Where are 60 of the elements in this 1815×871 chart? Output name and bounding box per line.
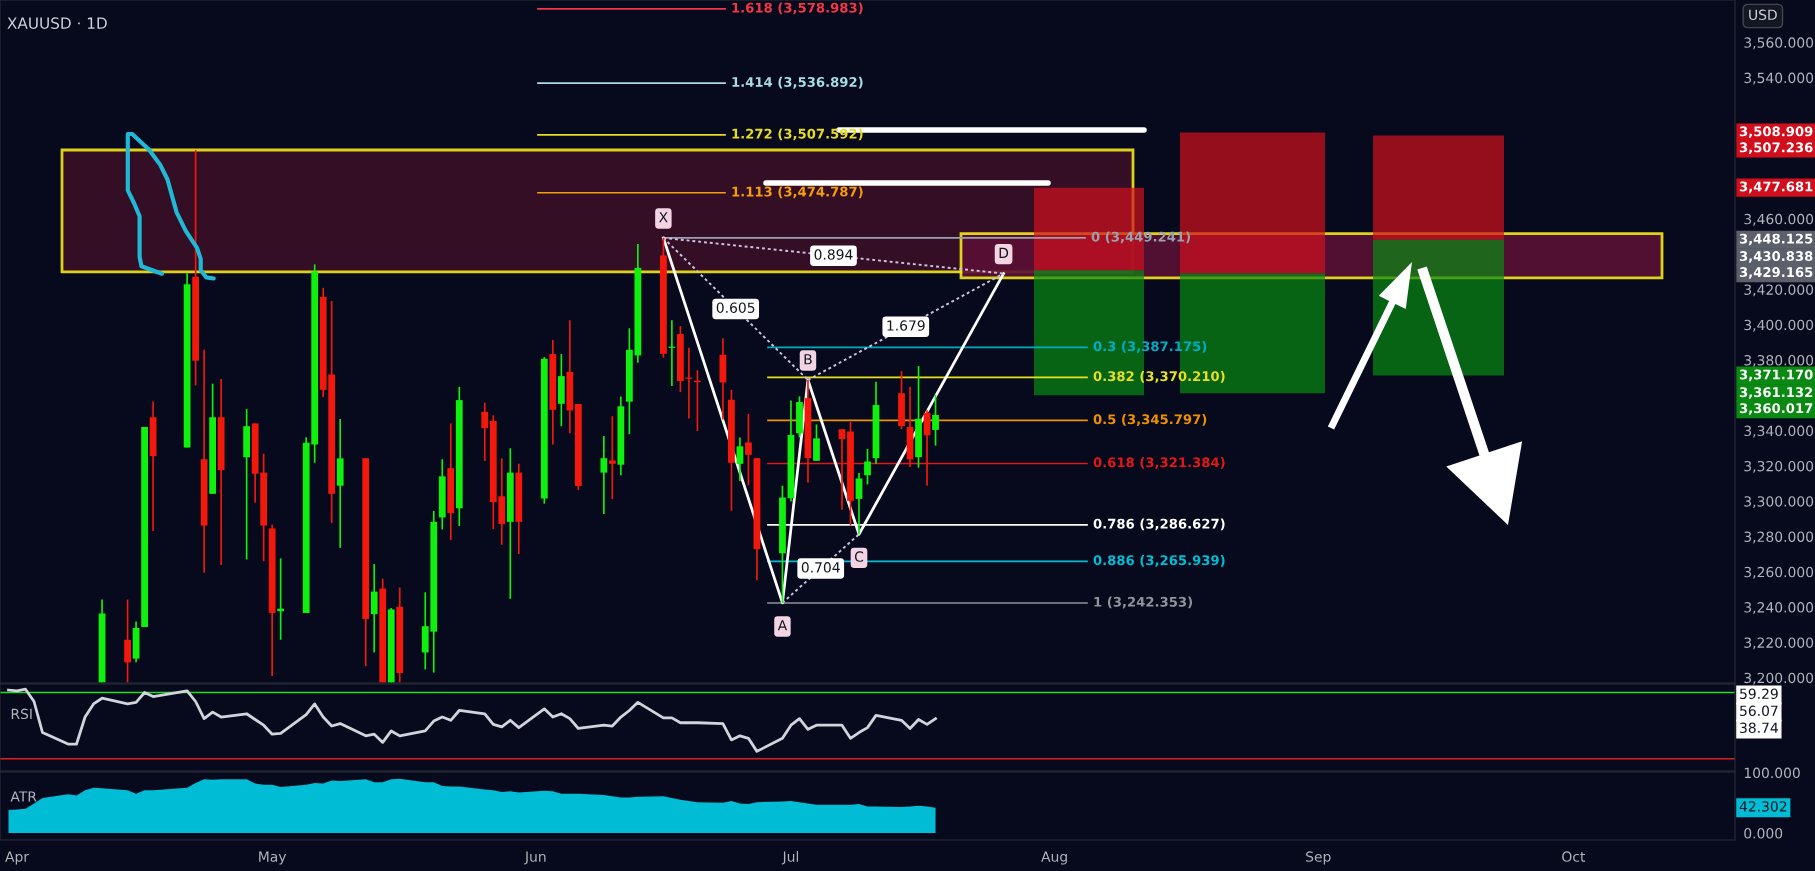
text: 3,360.017 bbox=[1739, 403, 1813, 415]
ref-line-label: 0.5 (3,345.797) bbox=[1093, 414, 1207, 426]
text: 59.29 bbox=[1740, 688, 1778, 700]
text: 56.07 bbox=[1740, 705, 1778, 717]
annotation: D bbox=[999, 247, 1009, 258]
y-tick-label: 3,460.000 bbox=[1744, 213, 1814, 226]
x-tick-label: Aug bbox=[1041, 851, 1067, 865]
text: 3,508.909 bbox=[1739, 126, 1813, 139]
text: XAUUSD · 1D bbox=[7, 17, 107, 29]
ref-line-label: 1.414 (3,536.892) bbox=[732, 76, 863, 89]
x-tick-label: May bbox=[259, 851, 287, 865]
text: 42.302 bbox=[1739, 801, 1787, 812]
ref-line-label: 1.618 (3,578.983) bbox=[732, 2, 863, 15]
y-tick-label: 100.000 bbox=[1744, 767, 1800, 779]
y-tick-label: 3,220.000 bbox=[1744, 637, 1814, 650]
y-tick-label: 3,540.000 bbox=[1744, 72, 1814, 85]
ref-line-label: 0.886 (3,265.939) bbox=[1093, 554, 1225, 567]
y-tick-label: 3,300.000 bbox=[1744, 496, 1814, 509]
x-tick-label: Jun bbox=[524, 851, 546, 865]
text: RSI bbox=[11, 708, 32, 720]
text: 3,371.170 bbox=[1739, 369, 1813, 382]
y-tick-label: 0.000 bbox=[1744, 828, 1783, 839]
y-tick-label: 3,280.000 bbox=[1744, 531, 1814, 544]
annotation: X bbox=[659, 212, 668, 223]
annotation: C bbox=[854, 551, 864, 562]
y-tick-label: 3,200.000 bbox=[1744, 672, 1814, 685]
y-tick-label: 3,420.000 bbox=[1744, 284, 1814, 297]
y-tick-label: 3,260.000 bbox=[1744, 566, 1814, 579]
ref-line-label: 0.786 (3,286.627) bbox=[1093, 518, 1225, 531]
text: 3,507.236 bbox=[1739, 142, 1813, 155]
ref-line-label: 1 (3,242.353) bbox=[1094, 596, 1192, 609]
y-tick-label: 3,380.000 bbox=[1744, 355, 1814, 367]
text: 3,448.125 bbox=[1739, 233, 1813, 246]
ref-line-label: 1.272 (3,507.592) bbox=[732, 128, 863, 141]
text: 3,430.838 bbox=[1739, 251, 1813, 263]
x-tick-label: Sep bbox=[1306, 851, 1331, 865]
x-tick-label: Jul bbox=[781, 851, 799, 865]
y-tick-label: 3,400.000 bbox=[1744, 319, 1814, 332]
y-axis-title: USD bbox=[1749, 9, 1777, 21]
ref-line-label: 0.382 (3,370.210) bbox=[1093, 370, 1225, 383]
x-tick-label: Oct bbox=[1562, 851, 1586, 862]
text: 3,361.132 bbox=[1739, 387, 1813, 399]
x-tick-label: Apr bbox=[5, 851, 30, 865]
ref-line-label: 0.618 (3,321.384) bbox=[1093, 457, 1225, 469]
y-tick-label: 3,320.000 bbox=[1744, 460, 1814, 473]
annotation: A bbox=[777, 620, 788, 631]
text: 38.74 bbox=[1740, 722, 1778, 734]
y-tick-label: 3,340.000 bbox=[1744, 425, 1814, 438]
text: 3,429.165 bbox=[1739, 267, 1813, 279]
y-tick-label: 3,560.000 bbox=[1744, 37, 1814, 50]
y-tick-label: 3,240.000 bbox=[1744, 602, 1814, 614]
text: 3,477.681 bbox=[1739, 181, 1813, 194]
annotation: B bbox=[804, 354, 812, 365]
annotation: 0.605 bbox=[716, 302, 755, 313]
annotation: 0.894 bbox=[814, 249, 853, 260]
annotation: 0.704 bbox=[801, 562, 840, 573]
annotation: 1.679 bbox=[887, 320, 925, 331]
text: ATR bbox=[10, 791, 37, 802]
ref-line-label: 0.3 (3,387.175) bbox=[1093, 341, 1207, 353]
ref-line-label: 1.113 (3,474.787) bbox=[732, 186, 863, 199]
